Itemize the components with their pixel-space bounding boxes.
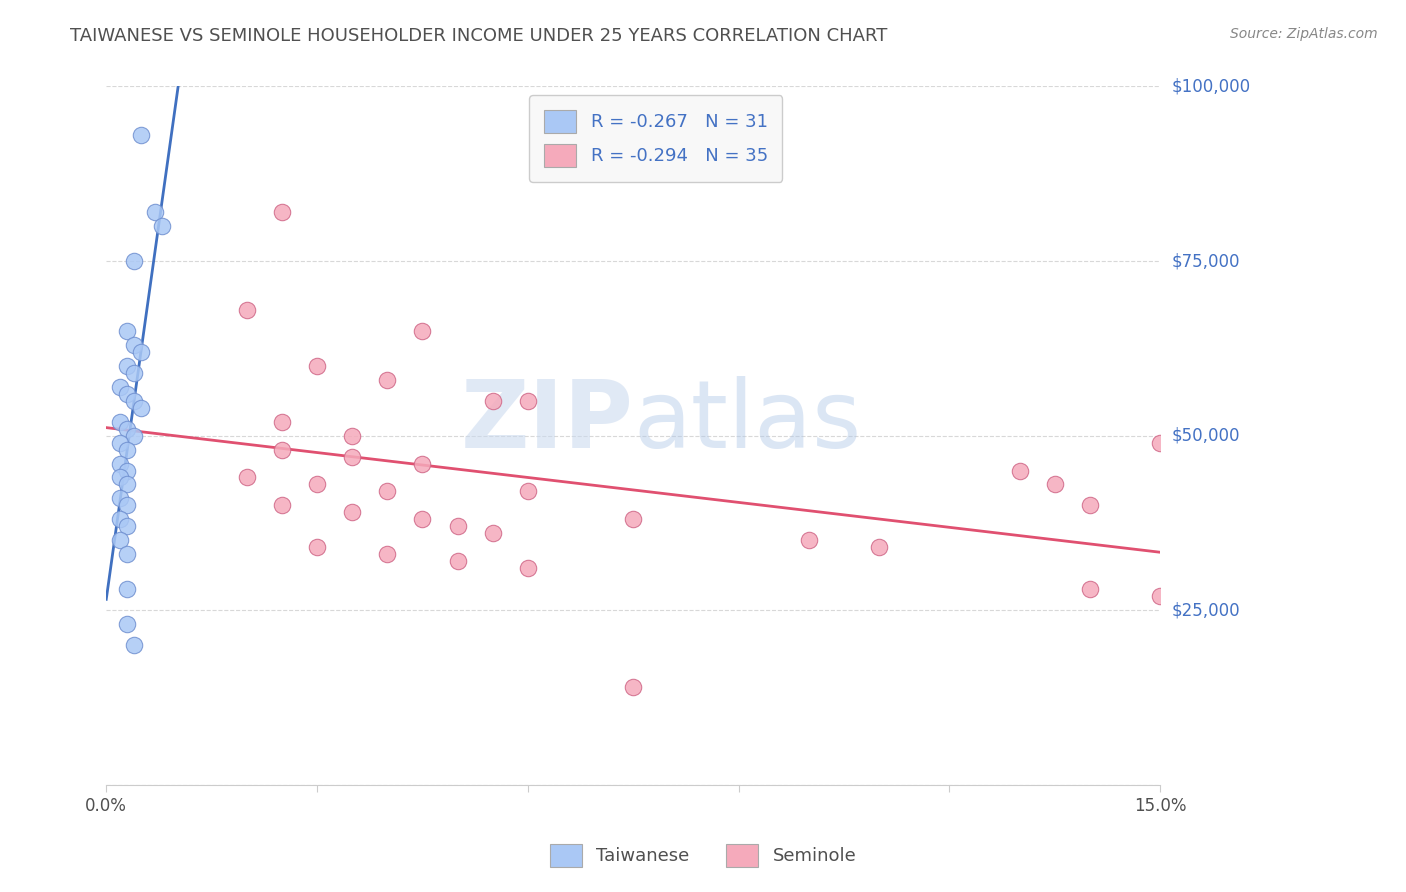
Point: [117, 422, 139, 436]
Point: [117, 442, 139, 457]
Point: [305, 359, 328, 373]
Point: [124, 393, 146, 408]
Point: [124, 338, 146, 352]
Point: [340, 428, 363, 442]
Point: [110, 470, 132, 484]
Point: [110, 457, 132, 471]
Point: [117, 463, 139, 477]
Point: [110, 380, 132, 394]
Point: [131, 128, 153, 143]
Legend: Taiwanese, Seminole: Taiwanese, Seminole: [543, 837, 863, 874]
Point: [340, 505, 363, 519]
Point: [270, 442, 292, 457]
Point: [305, 541, 328, 555]
Point: [1078, 499, 1101, 513]
Point: [375, 547, 398, 561]
Text: TAIWANESE VS SEMINOLE HOUSEHOLDER INCOME UNDER 25 YEARS CORRELATION CHART: TAIWANESE VS SEMINOLE HOUSEHOLDER INCOME…: [70, 27, 887, 45]
Point: [305, 477, 328, 491]
Point: [621, 680, 644, 694]
Point: [340, 450, 363, 464]
Text: $100,000: $100,000: [1171, 78, 1250, 95]
Point: [516, 484, 538, 499]
Point: [117, 386, 139, 401]
Point: [117, 499, 139, 513]
Text: $25,000: $25,000: [1171, 601, 1240, 619]
Point: [117, 519, 139, 533]
Point: [411, 324, 433, 338]
Point: [1149, 435, 1171, 450]
Point: [117, 617, 139, 632]
Point: [481, 393, 503, 408]
Point: [124, 638, 146, 652]
Point: [110, 415, 132, 429]
Point: [270, 499, 292, 513]
Point: [516, 561, 538, 575]
Point: [145, 205, 167, 219]
Point: [1078, 582, 1101, 597]
Point: [131, 344, 153, 359]
Text: ZIP: ZIP: [460, 376, 633, 467]
Point: [1008, 463, 1031, 477]
Point: [270, 415, 292, 429]
Point: [236, 470, 259, 484]
Text: $75,000: $75,000: [1171, 252, 1240, 270]
Point: [236, 302, 259, 317]
Point: [152, 219, 174, 233]
Point: [1149, 589, 1171, 603]
Point: [110, 533, 132, 548]
Point: [411, 457, 433, 471]
Point: [481, 526, 503, 541]
Point: [868, 541, 890, 555]
Point: [270, 205, 292, 219]
Point: [124, 366, 146, 380]
Text: $50,000: $50,000: [1171, 426, 1240, 444]
Point: [110, 512, 132, 526]
Point: [110, 435, 132, 450]
Point: [131, 401, 153, 415]
Text: atlas: atlas: [633, 376, 862, 467]
Point: [516, 393, 538, 408]
Legend: R = -0.267   N = 31, R = -0.294   N = 35: R = -0.267 N = 31, R = -0.294 N = 35: [529, 95, 782, 182]
Point: [110, 491, 132, 506]
Point: [621, 512, 644, 526]
Point: [446, 519, 468, 533]
Point: [1043, 477, 1066, 491]
Point: [117, 477, 139, 491]
Point: [446, 554, 468, 568]
Point: [117, 324, 139, 338]
Point: [375, 373, 398, 387]
Point: [375, 484, 398, 499]
Point: [117, 359, 139, 373]
Point: [124, 428, 146, 442]
Point: [411, 512, 433, 526]
Point: [117, 547, 139, 561]
Point: [124, 254, 146, 268]
Point: [117, 582, 139, 597]
Point: [797, 533, 820, 548]
Text: Source: ZipAtlas.com: Source: ZipAtlas.com: [1230, 27, 1378, 41]
